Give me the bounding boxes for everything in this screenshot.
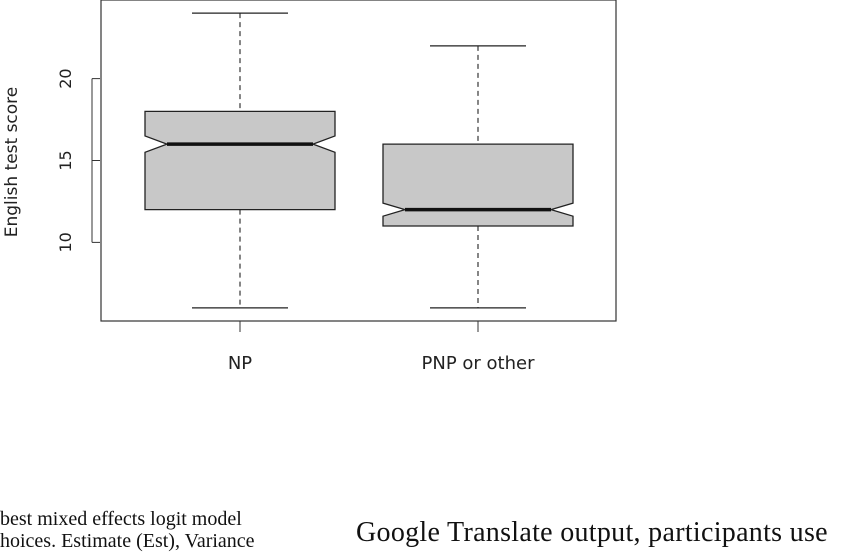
x-category-label: NP xyxy=(228,353,252,374)
y-tick-label: 20 xyxy=(56,68,75,88)
box-1 xyxy=(144,12,336,309)
y-axis-label: English test score xyxy=(2,87,22,238)
notched-box xyxy=(382,143,574,227)
y-tick-label: 10 xyxy=(56,232,75,252)
boxes xyxy=(144,12,574,309)
x-category-label: PNP or other xyxy=(422,353,536,374)
x-axis: NP PNP or other xyxy=(228,321,535,374)
y-axis: 10 15 20 xyxy=(56,68,100,253)
left-text-line-1: best mixed effects logit model xyxy=(0,508,242,530)
notched-box xyxy=(144,110,336,211)
box-2 xyxy=(382,45,574,309)
boxplot-chart: 10 15 20 NP PNP or other English test score xyxy=(2,0,617,374)
y-tick-label: 15 xyxy=(56,150,75,170)
right-column-text: Google Translate output, participants us… xyxy=(356,515,865,552)
plot-frame xyxy=(100,0,617,322)
left-text-line-2: hoices. Estimate (Est), Variance xyxy=(0,530,255,552)
right-text-line-1: Google Translate output, participants us… xyxy=(356,517,828,548)
left-column-text: best mixed effects logit model hoices. E… xyxy=(0,508,318,552)
